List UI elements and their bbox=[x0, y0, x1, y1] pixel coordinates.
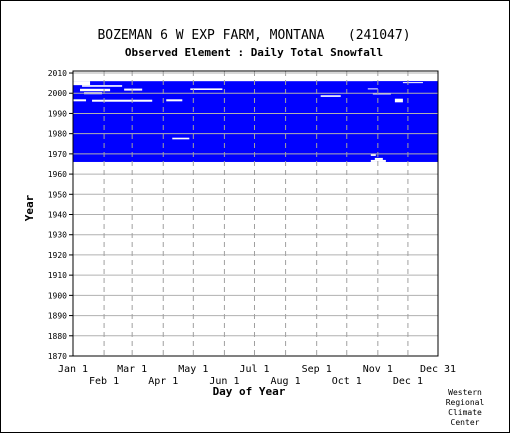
missing-data-gap bbox=[402, 82, 423, 84]
missing-data-gap bbox=[367, 88, 378, 90]
plot-border bbox=[72, 70, 439, 357]
x-tick-label: Mar 1 bbox=[117, 364, 147, 375]
credit-line-2: Regional bbox=[445, 398, 485, 407]
missing-data-gap bbox=[80, 88, 111, 92]
missing-data-gap bbox=[190, 88, 223, 90]
missing-data-gap bbox=[166, 99, 183, 102]
credit-line-1: Western bbox=[448, 388, 482, 397]
x-tick-label: Jan 1 bbox=[58, 364, 88, 375]
missing-data-gap bbox=[370, 153, 376, 156]
missing-data-gap bbox=[320, 95, 341, 97]
y-tick-label: 1890 bbox=[48, 312, 67, 321]
x-tick-label: May 1 bbox=[178, 364, 208, 375]
x-tick-label: Feb 1 bbox=[89, 376, 119, 387]
y-tick-label: 1870 bbox=[48, 352, 67, 361]
chart-subtitle: Observed Element : Daily Total Snowfall bbox=[125, 46, 383, 59]
data-coverage-block bbox=[73, 81, 438, 162]
y-tick-label: 1900 bbox=[48, 291, 67, 300]
y-tick-label: 1940 bbox=[48, 211, 67, 220]
y-tick-label: 1950 bbox=[48, 190, 67, 199]
chart-title: BOZEMAN 6 W EXP FARM, MONTANA (241047) bbox=[97, 28, 410, 43]
x-axis-title: Day of Year bbox=[213, 385, 286, 398]
missing-data-gap bbox=[394, 98, 403, 103]
y-tick-label: 1910 bbox=[48, 271, 67, 280]
x-tick-label: Jun 1 bbox=[209, 376, 239, 387]
y-axis-title: Year bbox=[23, 194, 36, 221]
y-tick-label: 1880 bbox=[48, 332, 67, 341]
x-tick-label: Jul 1 bbox=[239, 364, 269, 375]
x-tick-label: Sep 1 bbox=[302, 364, 332, 375]
missing-data-gap bbox=[172, 137, 190, 140]
y-tick-label: 1960 bbox=[48, 170, 67, 179]
y-tick-label: 1980 bbox=[48, 130, 67, 139]
y-tick-label: 1930 bbox=[48, 231, 67, 240]
missing-data-gap bbox=[372, 93, 391, 95]
x-tick-label: Aug 1 bbox=[271, 376, 301, 387]
x-tick-label: Oct 1 bbox=[332, 376, 362, 387]
missing-data-gap bbox=[73, 81, 91, 86]
missing-data-gap bbox=[370, 159, 386, 162]
x-tick-label: Dec 1 bbox=[393, 376, 423, 387]
y-tick-label: 1990 bbox=[48, 109, 67, 118]
x-tick-label: Apr 1 bbox=[148, 376, 178, 387]
y-tick-label: 1970 bbox=[48, 150, 67, 159]
credit-line-3: Climate bbox=[448, 408, 482, 417]
missing-data-gap bbox=[92, 99, 153, 102]
missing-data-gap bbox=[73, 79, 373, 82]
x-tick-label: Dec 31 bbox=[420, 364, 456, 375]
missing-data-gap bbox=[82, 85, 123, 87]
x-tick-label: Nov 1 bbox=[363, 364, 393, 375]
y-tick-label: 1920 bbox=[48, 251, 67, 260]
y-tick-label: 2000 bbox=[48, 89, 67, 98]
credit-block: Western Regional Climate Center bbox=[435, 388, 495, 428]
missing-data-gap bbox=[124, 88, 143, 91]
y-tick-label: 2010 bbox=[48, 69, 67, 78]
missing-data-gap bbox=[73, 99, 87, 102]
missing-data-gap bbox=[374, 157, 383, 160]
credit-line-4: Center bbox=[450, 418, 480, 427]
